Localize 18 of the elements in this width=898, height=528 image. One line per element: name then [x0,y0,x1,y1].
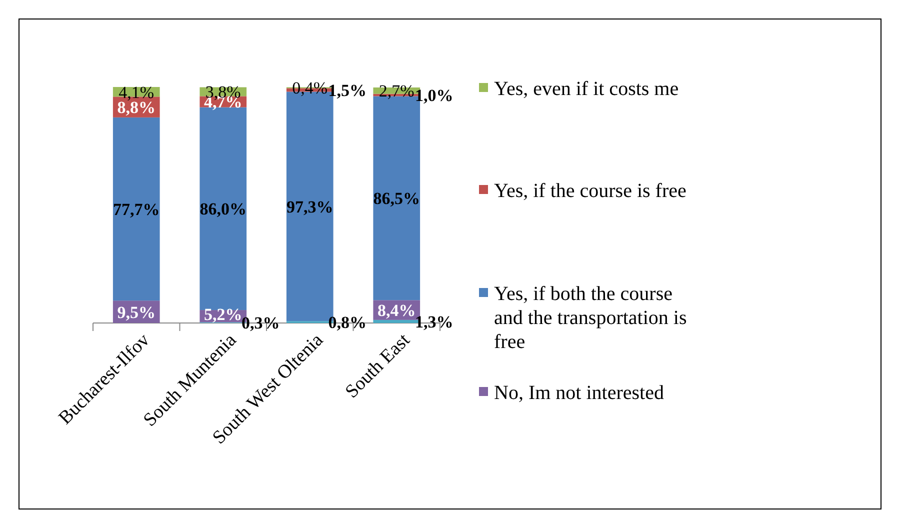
data-label: 0,8% [328,313,367,332]
data-label: 86,0% [200,200,246,219]
data-label: 1,3% [415,312,454,332]
data-label: 4,1% [118,82,154,102]
legend-label: Yes, even if it costs me [494,78,679,100]
data-label: 1,0% [415,86,454,105]
data-label: 97,3% [286,197,334,216]
legend-label: No, Im not interested [494,382,664,404]
data-label: 77,7% [113,200,160,219]
data-label: 8,4% [378,300,416,320]
bar [112,117,160,301]
legend-label: Yes, if the course is free [494,180,686,202]
data-label: 9,5% [117,302,156,322]
legend-label: Yes, if both the course and the transportation is free [494,283,687,353]
data-label: 86,5% [373,189,420,208]
data-label: 1,5% [328,80,367,100]
data-label: 0,3% [242,314,280,333]
data-label: 5,2% [204,304,242,324]
